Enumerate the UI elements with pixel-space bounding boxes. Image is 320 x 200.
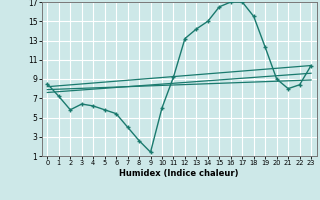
X-axis label: Humidex (Indice chaleur): Humidex (Indice chaleur)	[119, 169, 239, 178]
